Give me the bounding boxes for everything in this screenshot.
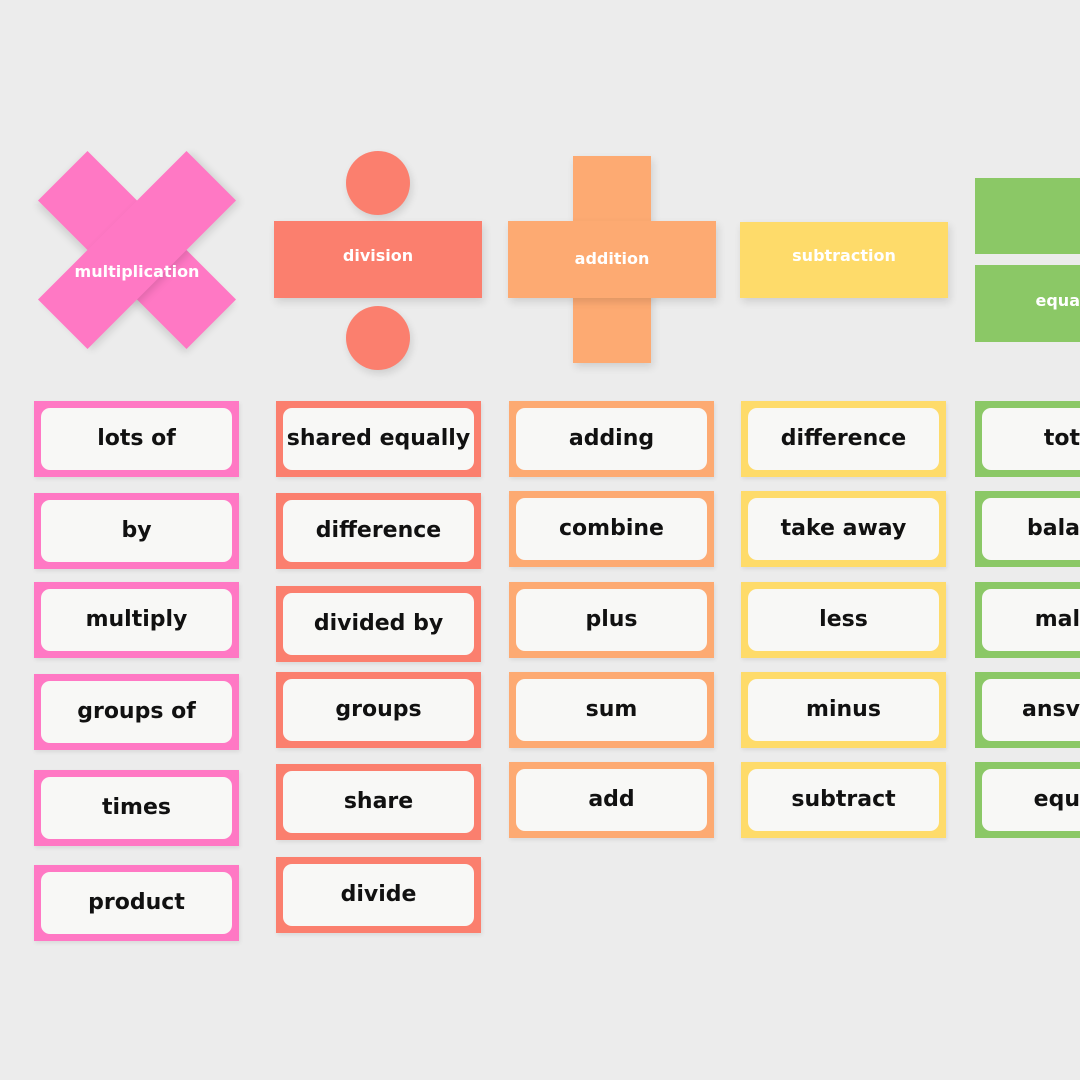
division-word-card: divide (276, 857, 481, 933)
card-label: multiply (41, 589, 232, 651)
card-label: subtract (748, 769, 939, 831)
equals-word-card: mal (975, 582, 1080, 658)
division-word-card: divided by (276, 586, 481, 662)
card-label: share (283, 771, 474, 833)
addition-word-card: sum (509, 672, 714, 748)
equals-bar (975, 178, 1080, 254)
card-label: plus (516, 589, 707, 651)
multiplication-header: multiplication (74, 262, 200, 281)
division-word-card: groups (276, 672, 481, 748)
multiplication-word-card: multiply (34, 582, 239, 658)
card-label: times (41, 777, 232, 839)
addition-word-card: add (509, 762, 714, 838)
equals-bar (975, 265, 1080, 342)
addition-word-card: combine (509, 491, 714, 567)
card-label: add (516, 769, 707, 831)
card-label: take away (748, 498, 939, 560)
equals-word-card: ansv (975, 672, 1080, 748)
multiplication-word-card: by (34, 493, 239, 569)
addition-header: addition (574, 249, 650, 268)
addition-word-card: adding (509, 401, 714, 477)
division-word-card: shared equally (276, 401, 481, 477)
division-word-card: difference (276, 493, 481, 569)
card-label: less (748, 589, 939, 651)
subtraction-word-card: take away (741, 491, 946, 567)
card-label: groups of (41, 681, 232, 743)
subtraction-word-card: less (741, 582, 946, 658)
card-label: groups (283, 679, 474, 741)
multiplication-word-card: lots of (34, 401, 239, 477)
division-dot (346, 151, 410, 215)
card-label: bala (982, 498, 1080, 560)
card-label: by (41, 500, 232, 562)
card-label: adding (516, 408, 707, 470)
card-label: equ (982, 769, 1080, 831)
subtraction-word-card: difference (741, 401, 946, 477)
multiplication-word-card: product (34, 865, 239, 941)
card-label: mal (982, 589, 1080, 651)
card-label: divide (283, 864, 474, 926)
division-bar (274, 221, 482, 298)
multiplication-word-card: times (34, 770, 239, 846)
addition-word-card: plus (509, 582, 714, 658)
card-label: sum (516, 679, 707, 741)
division-header: division (342, 246, 414, 265)
subtraction-word-card: subtract (741, 762, 946, 838)
division-dot (346, 306, 410, 370)
division-word-card: share (276, 764, 481, 840)
addition-horizontal-bar (508, 221, 716, 298)
equals-word-card: equ (975, 762, 1080, 838)
equals-word-card: tot (975, 401, 1080, 477)
card-label: divided by (283, 593, 474, 655)
equals-word-card: bala (975, 491, 1080, 567)
equals-header: equa (1035, 291, 1080, 310)
card-label: minus (748, 679, 939, 741)
card-label: combine (516, 498, 707, 560)
card-label: difference (283, 500, 474, 562)
subtraction-word-card: minus (741, 672, 946, 748)
card-label: product (41, 872, 232, 934)
card-label: difference (748, 408, 939, 470)
card-label: tot (982, 408, 1080, 470)
card-label: ansv (982, 679, 1080, 741)
card-label: shared equally (283, 408, 474, 470)
subtraction-header: subtraction (792, 246, 896, 265)
subtraction-bar (740, 222, 948, 298)
multiplication-word-card: groups of (34, 674, 239, 750)
card-label: lots of (41, 408, 232, 470)
